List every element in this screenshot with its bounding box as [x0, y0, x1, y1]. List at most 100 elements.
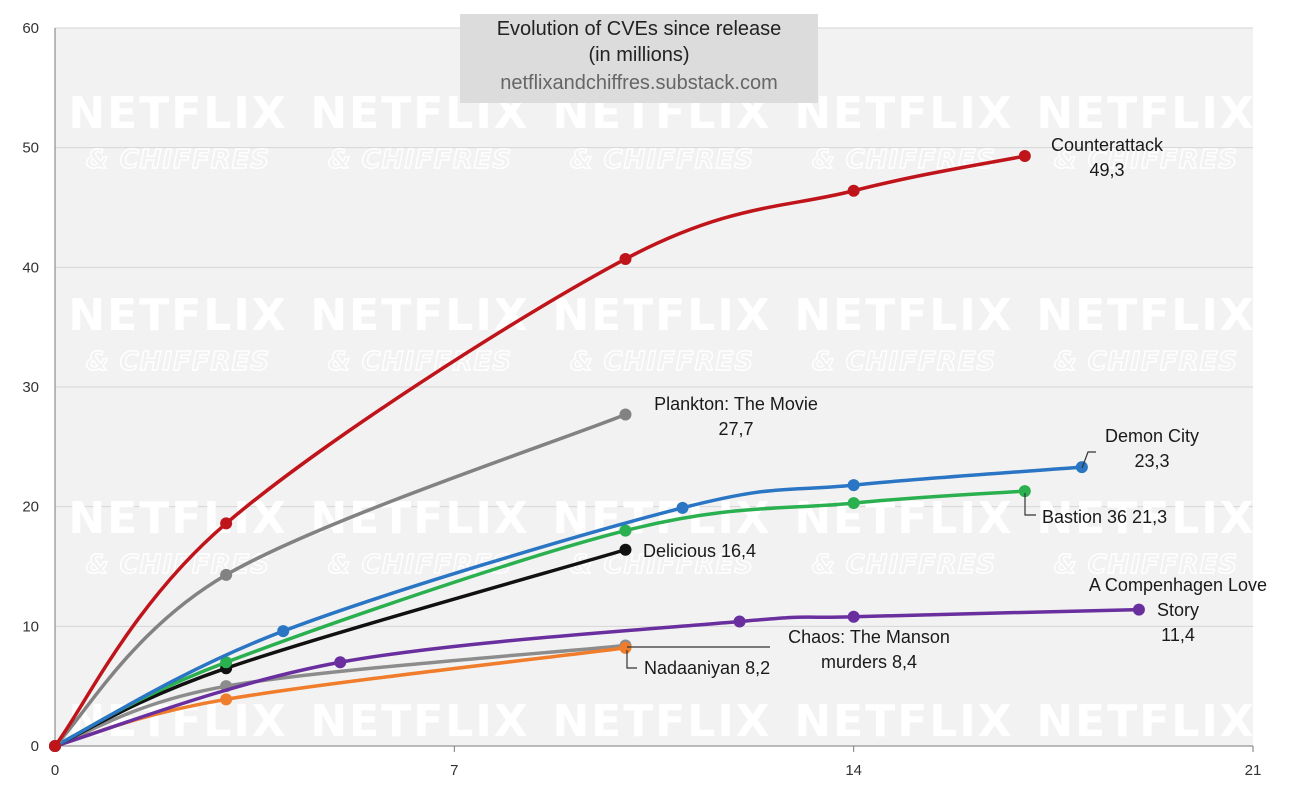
data-point [277, 625, 290, 638]
watermark-title: NETFLIX [68, 88, 287, 139]
watermark-subtitle: & CHIFFRES [812, 347, 996, 377]
data-point [220, 656, 233, 669]
title-background [460, 14, 818, 103]
series-line [53, 465, 1084, 748]
data-point [1018, 150, 1031, 163]
series-label-text: Counterattack [1051, 135, 1164, 155]
y-tick-label: 20 [22, 499, 39, 516]
series-label-text: 23,3 [1134, 451, 1169, 471]
y-tick-label: 50 [22, 140, 39, 157]
watermark-subtitle: & CHIFFRES [812, 550, 996, 580]
series-label-text: Demon City [1105, 426, 1199, 446]
series-labels: Counterattack 49,3 Plankton: The Movie 27,7… [626, 135, 1267, 678]
data-point [619, 252, 632, 265]
watermark-title: NETFLIX [794, 88, 1013, 139]
series-label-text: Chaos: The Manson [788, 627, 950, 647]
data-point [220, 517, 233, 530]
axes: 0 10 20 30 40 50 60 0 7 14 21 [22, 20, 1261, 779]
watermark-title: NETFLIX [1036, 696, 1255, 747]
x-tick-label: 14 [845, 762, 862, 779]
series-bastion-36 [49, 485, 1031, 752]
series-label-text: 11,4 [1161, 625, 1195, 645]
watermark-title: NETFLIX [794, 696, 1013, 747]
watermark-subtitle: & CHIFFRES [1054, 145, 1238, 175]
data-point [1132, 603, 1145, 616]
watermark-title: NETFLIX [1036, 493, 1255, 544]
series-label: Demon City 23,3 [1081, 426, 1199, 471]
watermark-title: NETFLIX [552, 493, 771, 544]
data-point [619, 408, 632, 421]
x-tick-label: 7 [450, 762, 458, 779]
data-point [676, 501, 689, 514]
chart-subtitle: (in millions) [588, 44, 689, 66]
chart-source: netflixandchiffres.substack.com [500, 72, 778, 94]
y-tick-label: 60 [22, 20, 39, 37]
y-tick-label: 30 [22, 379, 39, 396]
series-label-text: Plankton: The Movie [654, 394, 818, 414]
series-label: A Compenhagen Love Story 11,4 [1089, 575, 1267, 645]
series-label: Nadaaniyan 8,2 [626, 650, 770, 678]
series-label-text: Nadaaniyan 8,2 [644, 658, 770, 678]
series-line [53, 412, 628, 748]
series-label-text: A Compenhagen Love [1089, 575, 1267, 595]
series-label: Counterattack 49,3 [1051, 135, 1164, 180]
title-box: Evolution of CVEs since release (in mill… [460, 14, 818, 103]
series-line [53, 489, 1027, 748]
watermark-subtitle: & CHIFFRES [86, 145, 270, 175]
watermark-title: NETFLIX [794, 493, 1013, 544]
watermark-title: NETFLIX [68, 493, 287, 544]
data-point [847, 497, 860, 510]
watermark-title: NETFLIX [68, 290, 287, 341]
watermark-subtitle: & CHIFFRES [328, 145, 512, 175]
data-point [847, 184, 860, 197]
series-label-text: 49,3 [1089, 160, 1124, 180]
watermark-title: NETFLIX [552, 290, 771, 341]
data-point [619, 641, 632, 654]
series-line [53, 154, 1027, 748]
leader-line [1024, 493, 1036, 516]
watermark-subtitle: & CHIFFRES [570, 550, 754, 580]
series-label-text: Delicious 16,4 [643, 541, 756, 561]
data-point [847, 479, 860, 492]
series-label: Delicious 16,4 [643, 541, 756, 561]
watermark-title: NETFLIX [552, 696, 771, 747]
series-label-text: Story [1157, 600, 1199, 620]
y-tick-label: 10 [22, 618, 39, 635]
watermark-title: NETFLIX [1036, 88, 1255, 139]
data-point [1018, 485, 1031, 498]
series-label-text: 27,7 [718, 419, 753, 439]
leader-line [626, 650, 637, 669]
watermark-subtitle: & CHIFFRES [86, 550, 270, 580]
series-label: Plankton: The Movie 27,7 [654, 394, 818, 439]
series-line [53, 607, 1141, 748]
watermark-subtitle: & CHIFFRES [570, 347, 754, 377]
data-point [619, 524, 632, 537]
x-tick-label: 0 [51, 762, 59, 779]
series-layer [49, 150, 1145, 752]
watermark-subtitle: & CHIFFRES [812, 145, 996, 175]
y-tick-label: 40 [22, 259, 39, 276]
x-tick-label: 21 [1245, 762, 1262, 779]
leader-line [1081, 451, 1096, 469]
watermark-title: NETFLIX [310, 696, 529, 747]
watermark-subtitle: & CHIFFRES [570, 145, 754, 175]
data-point [220, 693, 233, 706]
watermark-title: NETFLIX [1036, 290, 1255, 341]
data-point [847, 610, 860, 623]
watermark-title: NETFLIX [794, 290, 1013, 341]
series-label: Bastion 36 21,3 [1024, 493, 1167, 527]
data-point [334, 656, 347, 669]
watermark-title: NETFLIX [310, 290, 529, 341]
watermark-subtitle: & CHIFFRES [328, 347, 512, 377]
data-point [49, 740, 61, 752]
watermark-subtitle: & CHIFFRES [86, 347, 270, 377]
watermark-subtitle: & CHIFFRES [1054, 550, 1238, 580]
y-tick-label: 0 [31, 738, 39, 755]
series-label-text: murders 8,4 [821, 652, 917, 672]
data-point [220, 568, 233, 581]
series-counterattack [49, 150, 1031, 752]
chart-title: Evolution of CVEs since release [497, 18, 782, 40]
data-point [619, 543, 632, 556]
